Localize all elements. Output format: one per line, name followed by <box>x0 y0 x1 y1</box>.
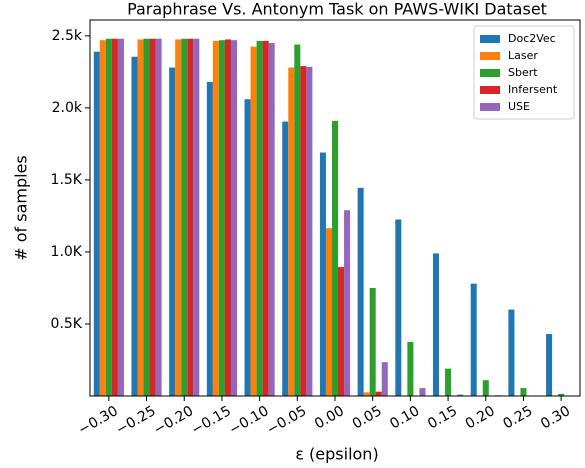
x-tick-label: −0.15 <box>189 403 234 438</box>
bar <box>558 393 565 396</box>
bar <box>155 38 162 397</box>
legend-label: Sbert <box>508 66 538 79</box>
bar <box>344 210 351 396</box>
bar <box>117 38 124 397</box>
x-axis-label: ε (epsilon) <box>295 445 378 464</box>
legend-swatch <box>480 69 500 77</box>
y-tick-label: 1.5K <box>51 172 83 188</box>
bar <box>369 287 376 396</box>
bar <box>363 392 370 396</box>
bar <box>407 341 414 396</box>
bar <box>419 388 426 396</box>
bar <box>143 38 150 397</box>
bar <box>206 81 213 397</box>
legend-swatch <box>480 103 500 111</box>
bar <box>508 309 515 396</box>
bar <box>212 40 219 397</box>
y-tick-label: 2.0k <box>52 100 83 116</box>
bar <box>433 253 440 396</box>
x-tick-label: −0.05 <box>264 403 309 438</box>
y-tick-label: 1.0K <box>51 244 83 260</box>
x-tick-label: 0.30 <box>538 403 573 432</box>
bar <box>224 39 231 397</box>
bar <box>187 38 194 397</box>
bar <box>181 38 188 397</box>
bar <box>520 388 527 396</box>
legend-label: USE <box>508 100 530 113</box>
bar <box>445 368 452 396</box>
bar <box>357 187 364 396</box>
bar <box>546 334 553 396</box>
bar <box>457 394 464 396</box>
bar <box>288 67 295 397</box>
y-axis-label: # of samples <box>12 155 31 261</box>
legend-box <box>473 25 575 120</box>
bar <box>319 152 326 396</box>
x-tick-label: 0.15 <box>425 403 460 432</box>
legend: Doc2Vec Laser Sbert Infersent USE <box>473 25 575 120</box>
bar <box>193 38 200 397</box>
bar <box>250 46 257 397</box>
x-tick-label: 0.05 <box>350 403 385 432</box>
bar <box>105 38 112 397</box>
legend-label: Doc2Vec <box>508 32 556 45</box>
bar <box>175 39 182 397</box>
bar <box>149 38 156 397</box>
x-tick-label: 0.20 <box>463 403 498 432</box>
x-tick-label: −0.25 <box>113 403 158 438</box>
bar <box>381 362 388 396</box>
bar <box>338 267 345 396</box>
bar <box>111 38 118 397</box>
x-tick-label: 0.10 <box>387 403 422 432</box>
legend-swatch <box>480 86 500 94</box>
chart-title: Paraphrase Vs. Antonym Task on PAWS-WIKI… <box>127 0 547 19</box>
bar <box>306 66 313 397</box>
bar <box>300 66 307 397</box>
legend-label: Laser <box>508 49 538 62</box>
bar <box>218 40 225 397</box>
x-tick-label: −0.30 <box>76 403 121 438</box>
bar <box>375 391 382 396</box>
bar <box>331 120 339 397</box>
bar <box>282 121 289 396</box>
x-tick-label: −0.10 <box>226 403 271 438</box>
bar <box>93 51 100 397</box>
x-tick-label: 0.00 <box>312 403 347 432</box>
bar <box>137 39 144 397</box>
bar <box>395 219 402 396</box>
bar <box>99 40 106 397</box>
bar <box>482 380 489 396</box>
bar <box>294 44 301 397</box>
bar <box>268 43 275 397</box>
bar <box>262 40 269 397</box>
legend-swatch <box>480 52 500 60</box>
bar <box>325 228 332 396</box>
x-tick-label: 0.25 <box>500 403 535 432</box>
bar <box>470 283 477 396</box>
y-tick-label: 0.5K <box>51 316 83 332</box>
bar <box>244 99 251 397</box>
y-tick-label: 2.5k <box>52 28 83 44</box>
bar <box>256 40 263 397</box>
bar <box>131 56 138 397</box>
axes-frame <box>89 19 581 397</box>
bar <box>230 40 237 397</box>
legend-label: Infersent <box>508 83 558 96</box>
bar <box>169 67 176 397</box>
legend-swatch <box>480 35 500 43</box>
x-tick-label: −0.20 <box>151 403 196 438</box>
